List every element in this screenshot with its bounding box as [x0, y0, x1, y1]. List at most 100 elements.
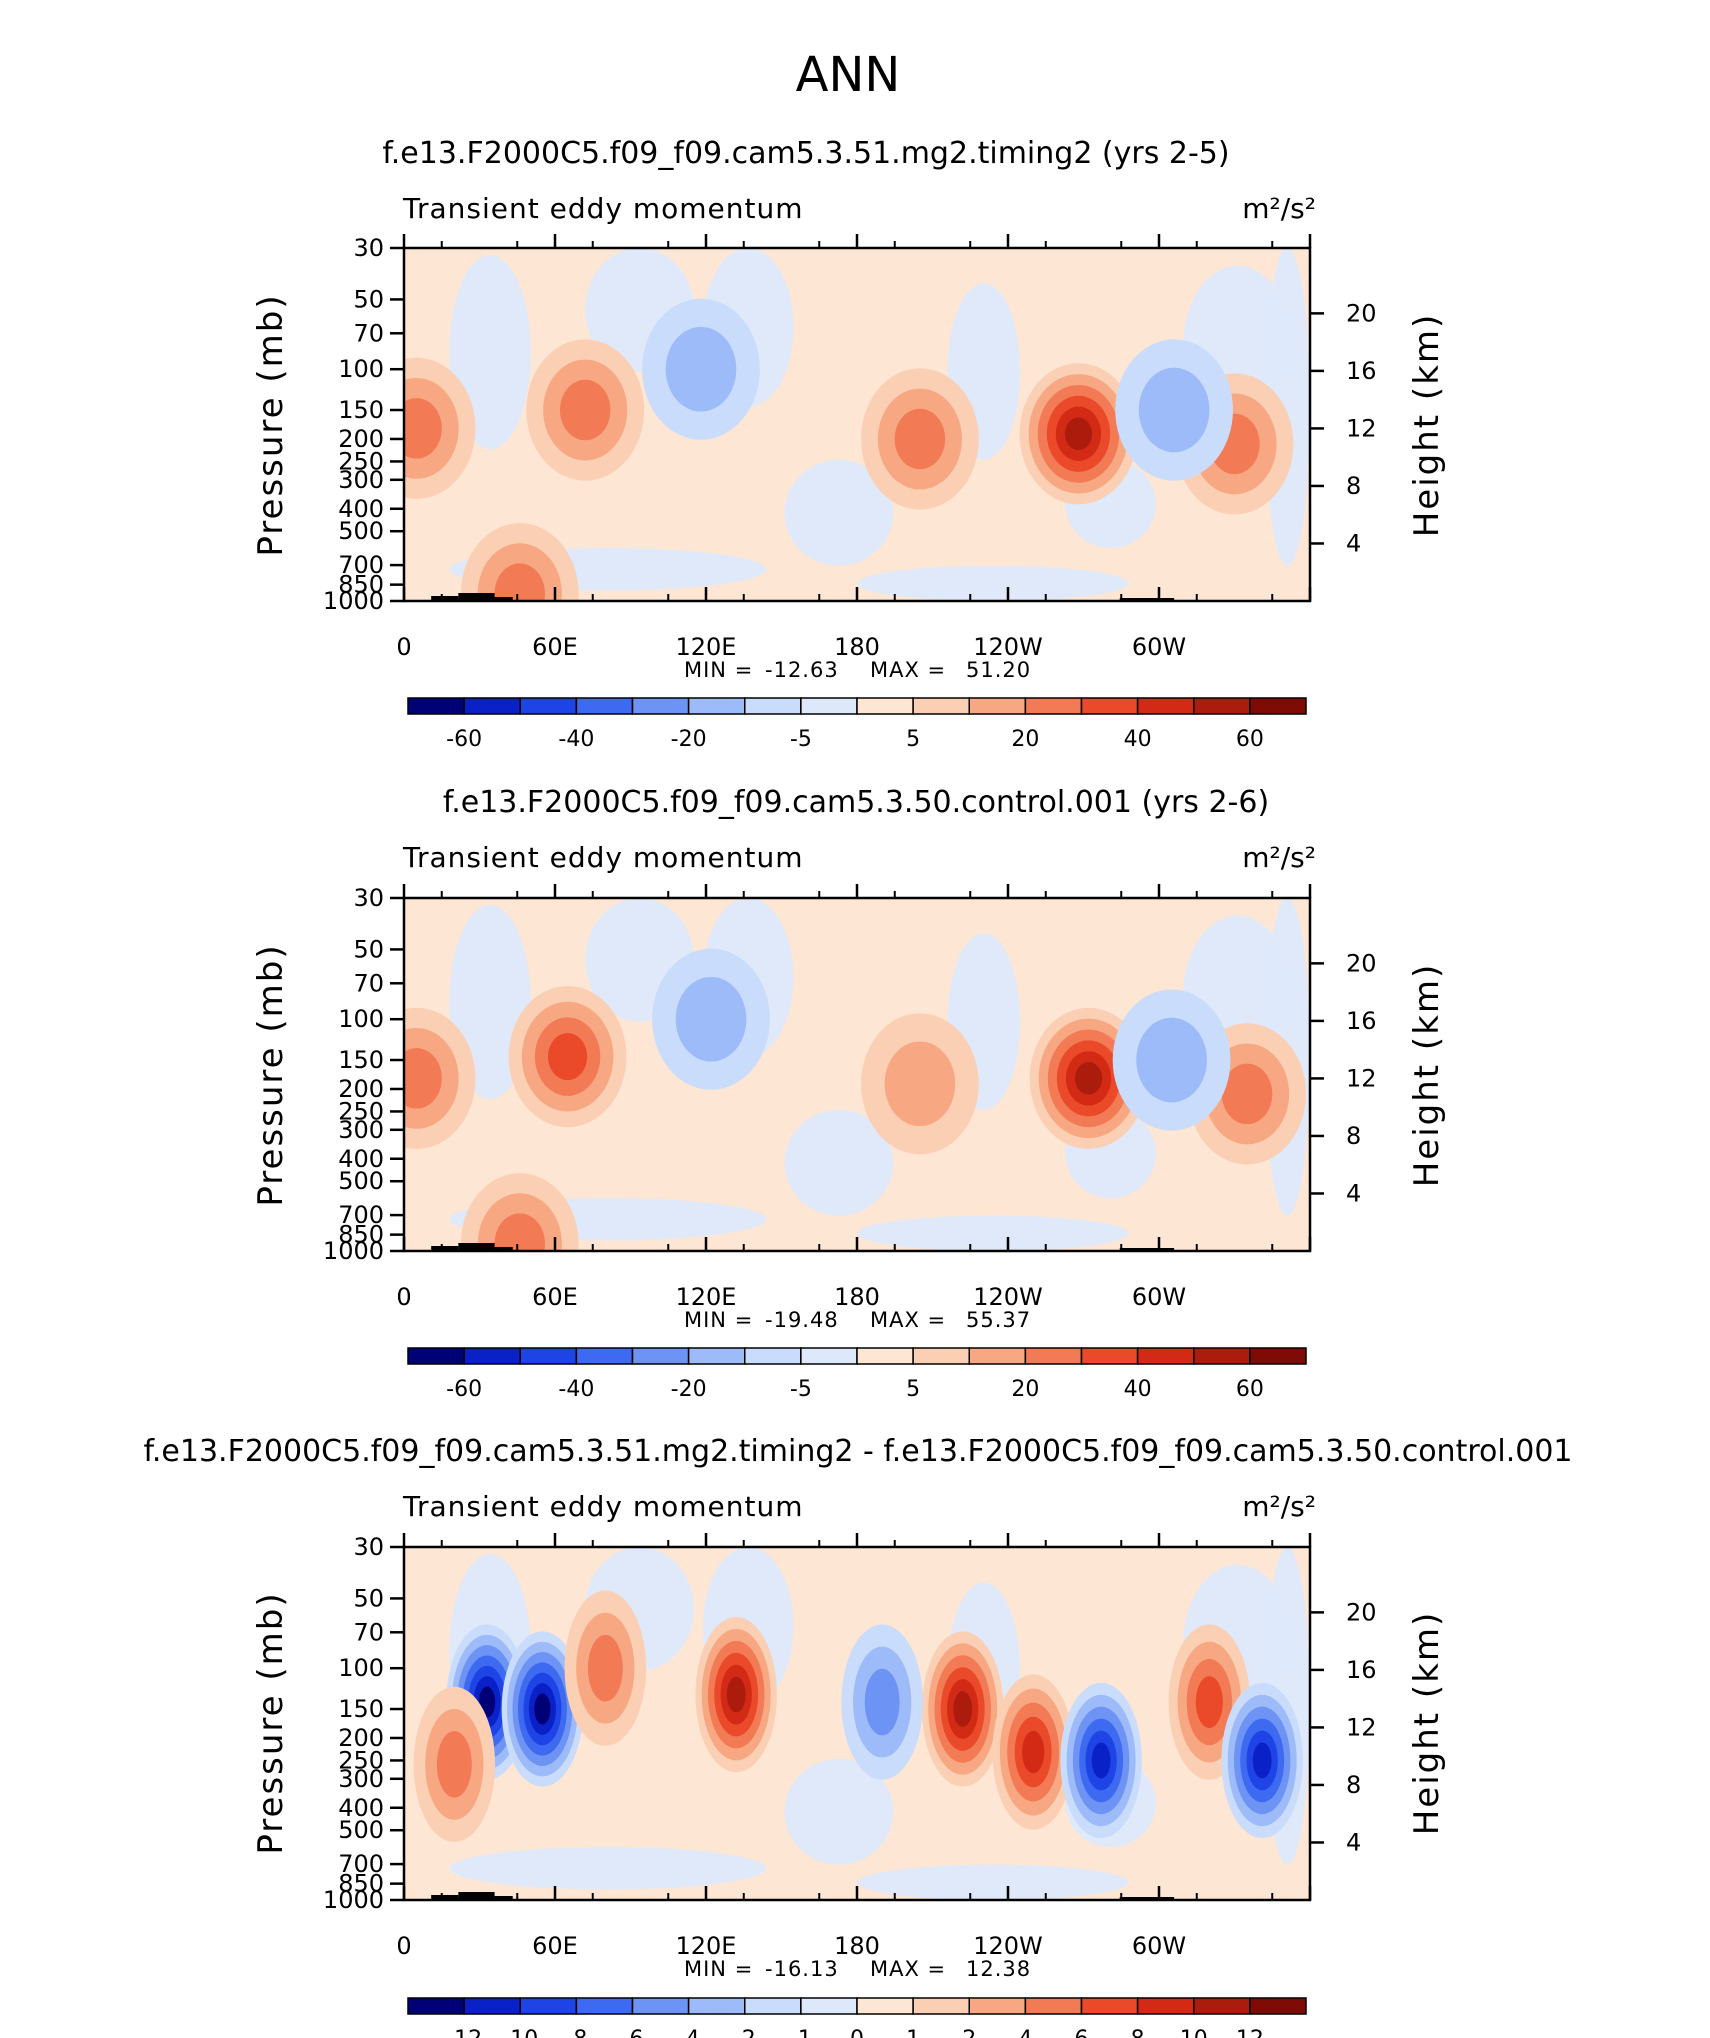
panel-3-right-tick-label: 20 — [1346, 1598, 1377, 1626]
panel-3-weak-negative-area — [449, 1847, 767, 1890]
panel-1-colorbar-swatch — [968, 697, 1027, 715]
panel-1-colorbar-swatch — [1136, 697, 1195, 715]
panel-3-x-tick-label: 0 — [396, 1932, 411, 1960]
panel-2-colorbar-label: -20 — [671, 1377, 707, 1402]
panel-2-y-tick-label: 500 — [338, 1167, 384, 1195]
panel-2-y-tick-label: 30 — [353, 884, 384, 912]
panel-3-contour-level — [534, 1693, 551, 1725]
panel-1-contour-level — [665, 326, 737, 412]
panel-1-colorbar-swatch — [1193, 697, 1251, 715]
panel-2-colorbar-swatch — [1249, 1347, 1307, 1365]
panel-2-colorbar-swatch — [1080, 1347, 1139, 1365]
panel-1-ylabel: Pressure (mb) — [251, 293, 291, 556]
panel-2-min-label: MIN = — [684, 1308, 753, 1332]
panel-2-y-tick-label: 1000 — [323, 1237, 384, 1265]
panel-3-colorbar-swatch — [575, 1997, 634, 2015]
panel-2-colorbar: -60 -40 -20 -5 5 20 40 60 — [407, 1347, 1307, 1402]
panel-3: f.e13.F2000C5.f09_f09.cam5.3.51.mg2.timi… — [143, 1434, 1572, 2038]
panel-3-colorbar-swatch — [1193, 1997, 1251, 2015]
panel-3-min-value: -16.13 — [765, 1957, 839, 1981]
panel-2-colorbar-label: 5 — [906, 1377, 920, 1402]
panel-3-x-tick-label: 60E — [532, 1932, 578, 1960]
panel-2-terrain — [431, 1243, 1175, 1251]
panel-3-colorbar-swatch — [631, 1997, 690, 2015]
panel-2-contour-level — [1074, 1062, 1103, 1095]
panel-1-colorbar-swatch — [687, 697, 746, 715]
panel-3-right-tick-label: 4 — [1346, 1828, 1361, 1856]
panel-3-y-tick-label: 250 — [338, 1746, 384, 1774]
panel-2-colorbar-swatch — [912, 1347, 970, 1365]
panel-3-colorbar-label: -1 — [790, 2027, 812, 2038]
panel-3-colorbar-label: -10 — [502, 2027, 538, 2038]
panel-3-contour-level — [953, 1691, 973, 1727]
panel-3-y-ticks-right: 20 16 12 8 4 — [1310, 1598, 1377, 1856]
panel-1-colorbar-label: 5 — [906, 727, 920, 752]
panel-3-y-tick-label: 150 — [338, 1695, 384, 1723]
panel-3-max-label: MAX = — [870, 1957, 946, 1981]
panel-2-colorbar-swatch — [1024, 1347, 1083, 1365]
panel-3-terrain — [431, 1892, 1175, 1900]
panel-3-colorbar-swatch — [1080, 1997, 1139, 2015]
panel-2: f.e13.F2000C5.f09_f09.cam5.3.50.control.… — [251, 785, 1447, 1402]
panel-3-contour-level — [1195, 1676, 1223, 1728]
panel-2-colorbar-swatch — [519, 1347, 578, 1365]
panel-3-colorbar-swatch — [463, 1997, 521, 2015]
panel-3-colorbar-label: 10 — [1180, 2027, 1208, 2038]
panel-1-contour-level — [1064, 417, 1093, 451]
panel-3-y-tick-label: 700 — [338, 1850, 384, 1878]
panel-2-y-tick-label: 100 — [338, 1005, 384, 1033]
panel-3-y-tick-label: 500 — [338, 1816, 384, 1844]
panel-2-x-tick-label: 60E — [532, 1283, 578, 1311]
panel-1-right-tick-label: 12 — [1346, 414, 1377, 442]
panel-3-colorbar-label: 8 — [1131, 2027, 1145, 2038]
panel-2-colorbar-label: 20 — [1011, 1377, 1039, 1402]
panel-2-right-tick-label: 20 — [1346, 949, 1377, 977]
panel-3-colorbar-swatch — [1024, 1997, 1083, 2015]
panel-1-x-tick-label: 60W — [1132, 633, 1186, 661]
panel-3-contour-level — [587, 1634, 623, 1702]
panel-1-y-tick-label: 1000 — [323, 587, 384, 615]
panel-3-colorbar-label: 4 — [1018, 2027, 1032, 2038]
panel-3-colorbar-label: 0 — [850, 2027, 864, 2038]
panel-1-colorbar-swatch — [1249, 697, 1307, 715]
panel-1-right-tick-label: 20 — [1346, 299, 1377, 327]
panel-1-x-tick-label: 120E — [676, 633, 737, 661]
panel-2-weak-negative-area — [784, 1109, 894, 1216]
panel-2-ylabel: Pressure (mb) — [251, 943, 291, 1206]
panel-1-colorbar-swatch — [800, 697, 858, 715]
panel-2-y-tick-label: 300 — [338, 1116, 384, 1144]
panel-2-x-tick-label: 180 — [834, 1283, 880, 1311]
panel-3-contour-level — [1252, 1742, 1272, 1779]
panel-2-max-value: 55.37 — [966, 1308, 1031, 1332]
panel-1-y-ticks-right: 20 16 12 8 4 — [1310, 299, 1377, 557]
panel-1-min-value: -12.63 — [765, 658, 839, 682]
panel-1-weak-negative-area — [784, 459, 894, 566]
panel-1-y-tick-label: 700 — [338, 551, 384, 579]
panel-1-y-tick-label: 100 — [338, 355, 384, 383]
panel-2-x-tick-label: 60W — [1132, 1283, 1186, 1311]
panel-2-variable: Transient eddy momentum — [402, 841, 804, 874]
panel-3-colorbar-label: -8 — [565, 2027, 587, 2038]
panel-1-title: f.e13.F2000C5.f09_f09.cam5.3.51.mg2.timi… — [382, 136, 1229, 171]
panel-3-x-ticks: 0 60E 120E 180 120W 60W — [396, 1932, 1186, 1960]
panel-2-contour-level — [1221, 1063, 1273, 1125]
panel-3-contour-level — [1022, 1730, 1045, 1774]
panel-3-colorbar-swatch — [800, 1997, 858, 2015]
panel-2-colorbar-label: -40 — [558, 1377, 594, 1402]
panel-2-weak-negative-area — [857, 1215, 1129, 1251]
panel-2-colorbar-swatch — [1136, 1347, 1195, 1365]
panel-2-colorbar-label: -60 — [446, 1377, 482, 1402]
panel-2-colorbar-label: -5 — [790, 1377, 812, 1402]
panel-2-y-tick-label: 70 — [353, 969, 384, 997]
panel-2-right-tick-label: 16 — [1346, 1007, 1377, 1035]
panel-1-y-tick-label: 50 — [353, 285, 384, 313]
panel-3-colorbar-swatch — [912, 1997, 970, 2015]
panel-3-y-tick-label: 30 — [353, 1533, 384, 1561]
panel-1-y-tick-label: 850 — [338, 571, 384, 599]
panel-3-colorbar-label: -6 — [622, 2027, 644, 2038]
panel-3-colorbar-label: 6 — [1075, 2027, 1089, 2038]
panel-1-colorbar-swatch — [1080, 697, 1139, 715]
panel-1-weak-negative-area — [857, 565, 1129, 601]
